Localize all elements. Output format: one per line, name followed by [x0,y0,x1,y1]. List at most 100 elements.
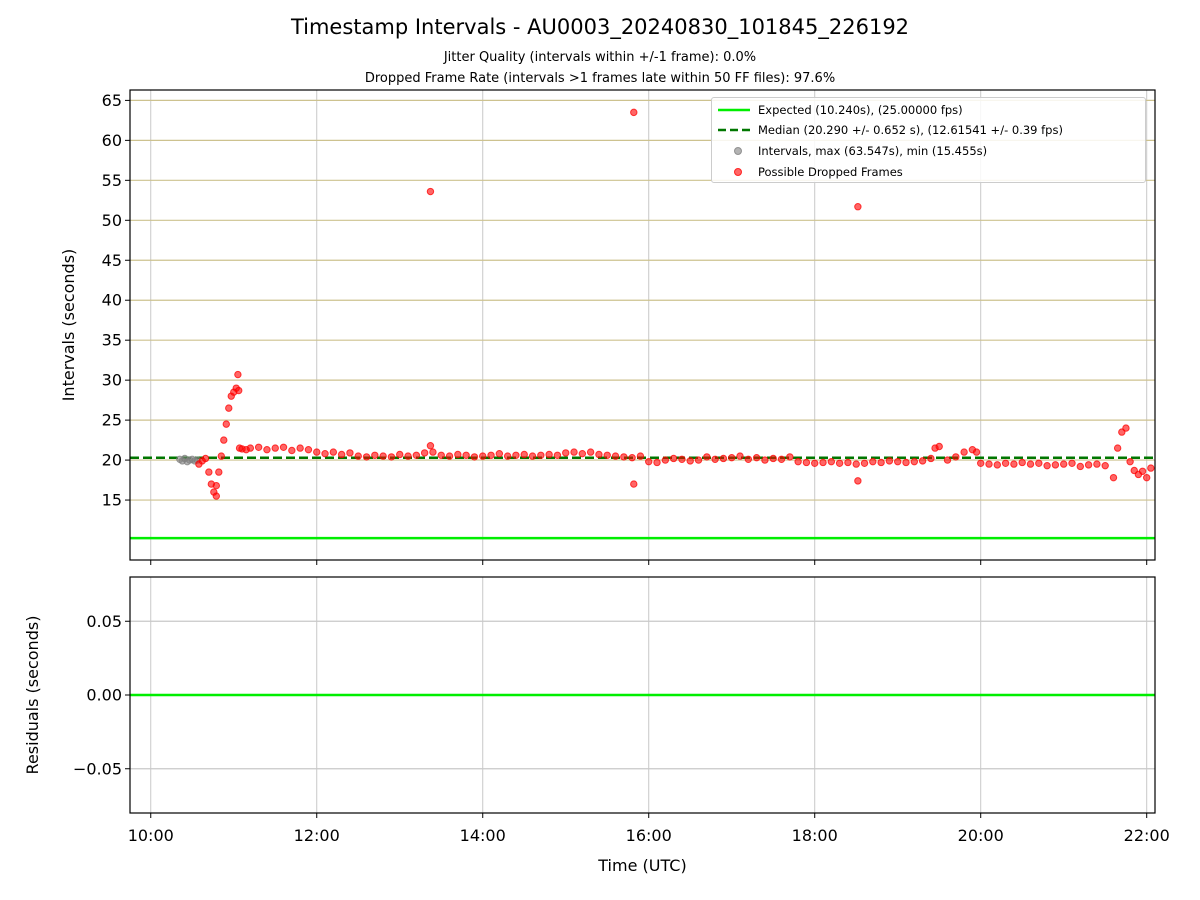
dropped-frame-point [329,448,338,456]
dropped-frame-point [603,451,611,459]
intervals-ytick-label: 35 [102,331,122,350]
dropped-frame-point [1143,473,1151,482]
dropped-frame-point [1093,460,1101,468]
residuals-xtick-label: 14:00 [460,826,506,845]
dropped-frame-point [1076,462,1085,471]
dropped-frame-point [234,370,242,379]
dropped-frame-point [396,450,404,459]
dropped-frame-point [1051,461,1060,469]
legend-item-dropped-frames: Possible Dropped Frames [712,162,1145,182]
intervals-axes-frame [129,89,1156,561]
chart-title: Timestamp Intervals - AU0003_20240830_10… [290,15,910,39]
intervals-ytick-label: 60 [102,131,122,150]
residuals-xtick-label: 16:00 [626,826,672,845]
intervals-ytick-label: 20 [102,451,122,470]
dropped-frame-point [869,457,877,466]
legend-label-median: Median (20.290 +/- 0.652 s), (12.61541 +… [758,123,1063,137]
dropped-frame-point [470,453,479,461]
dropped-frame-point [977,459,985,467]
dropped-frame-point [362,453,371,461]
dropped-frame-point [686,457,694,465]
dropped-frame-point [786,453,794,461]
dropped-frame-point [426,187,435,196]
dropped-frame-point [744,455,753,463]
intervals-ytick-label: 15 [102,491,122,510]
dropped-frame-point [1018,458,1026,467]
dropped-frame-point [495,449,504,458]
dropped-frame-point [520,450,528,459]
residuals-xtick-label: 20:00 [958,826,1004,845]
dropped-frame-point [354,452,362,460]
legend-label-dropped-frames: Possible Dropped Frames [758,165,903,179]
residuals-ytick-label: 0.05 [86,612,122,631]
dropped-frame-point [719,454,728,463]
dropped-frame-point [553,451,562,459]
median-line-swatch [718,128,750,132]
dropped-frame-point [885,457,894,465]
dropped-frame-point [972,448,981,456]
dropped-frame-point [661,456,670,464]
intervals-ytick-label: 55 [102,171,122,190]
intervals-ytick-label: 25 [102,411,122,430]
dropped-frame-point [645,457,653,466]
intervals-ytick-label: 50 [102,211,122,230]
dropped-frame-point [512,451,520,459]
dropped-frame-point [728,453,736,462]
legend: Expected (10.240s), (25.00000 fps) Media… [711,97,1146,183]
dropped-frame-point [902,458,910,467]
dropped-frame-point [462,451,470,459]
dropped-frame-point [630,480,638,488]
dropped-frame-point [445,452,454,460]
dropped-frame-point [620,453,628,461]
intervals-ytick-label: 65 [102,91,122,110]
dropped-frame-point [212,481,221,490]
dropped-frame-point [819,458,827,467]
dropped-frame-point [1010,460,1018,468]
dropped-frame-point [487,451,495,459]
dropped-frames-point-swatch [734,168,742,176]
dropped-frame-point [960,448,968,456]
dropped-frame-point [1001,459,1010,467]
dropped-frame-point [1122,424,1130,432]
residuals-xtick-label: 12:00 [294,826,340,845]
dropped-frame-point [537,451,545,459]
dropped-frame-point [404,452,412,460]
dropped-frame-point [321,449,329,458]
dropped-frame-point [894,457,902,466]
dropped-frame-point [811,459,819,467]
dropped-frame-point [993,461,1002,469]
dropped-frame-point [985,460,993,468]
dropped-frame-point [595,450,603,459]
dropped-frame-point [860,459,869,467]
dropped-frame-point [844,458,852,467]
dropped-frame-point [205,468,213,476]
dropped-frame-point [1043,461,1051,470]
dropped-frame-point [802,458,811,467]
dropped-frame-point [426,441,435,450]
dropped-frame-point [794,457,802,466]
intervals-ytick-label: 30 [102,371,122,390]
intervals-point-swatch [734,147,742,155]
dropped-frame-point [215,468,223,476]
dropped-frame-point [1060,460,1068,468]
dropped-frame-point [910,457,919,466]
dropped-frame-point [653,458,661,467]
dropped-frame-point [835,459,844,467]
dropped-frame-point [371,451,379,459]
dropped-frame-point [1109,473,1118,482]
dropped-frame-point [503,452,512,460]
dropped-frame-point [777,455,786,463]
dropped-frame-point [1126,457,1134,466]
dropped-frame-point [952,453,960,461]
dropped-frame-point [827,457,836,466]
dropped-frame-point [636,452,645,460]
residuals-xtick-label: 18:00 [792,826,838,845]
dropped-frame-point [279,443,288,451]
legend-label-expected: Expected (10.240s), (25.00000 fps) [758,103,963,117]
dropped-frame-point [877,458,885,467]
dropped-frame-point [694,456,703,464]
dropped-frame-rate-subtitle: Dropped Frame Rate (intervals >1 frames … [364,71,836,86]
dropped-frame-point [711,455,719,463]
jitter-quality-subtitle: Jitter Quality (intervals within +/-1 fr… [443,50,757,65]
dropped-frame-point [854,203,862,211]
